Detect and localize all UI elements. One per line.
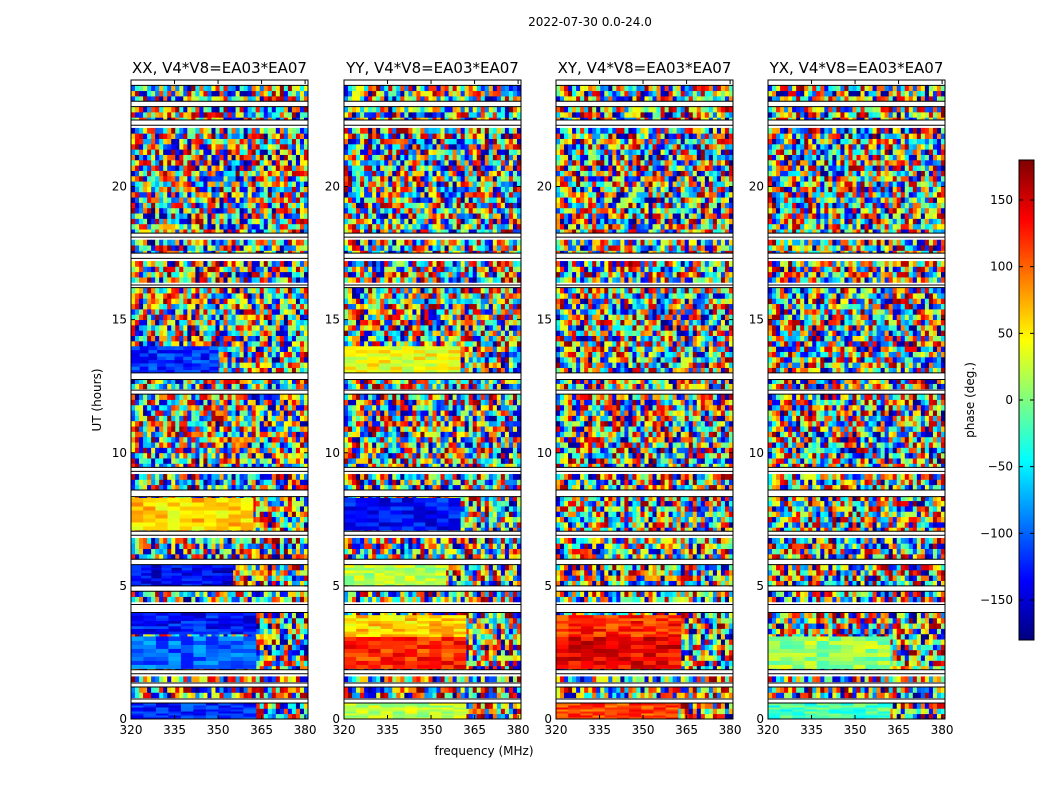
colorbar-label: phase (deg.): [963, 362, 977, 438]
x-tick-label: 380: [931, 723, 954, 737]
x-tick-label: 335: [163, 723, 186, 737]
x-tick-label: 380: [507, 723, 530, 737]
heatmap-image: [131, 80, 308, 719]
colorbar-tick-label: −150: [980, 593, 1013, 607]
panel-1: YY, V4*V8=EA03*EA07 320 335 350 365 380 0 5 10 15…: [325, 59, 530, 737]
colorbar-tick-label: 0: [1005, 393, 1013, 407]
x-tick-label: 365: [250, 723, 273, 737]
panel-2: XY, V4*V8=EA03*EA07 320 335 350 365 380 0 5 10 15…: [537, 59, 742, 737]
y-tick-label: 10: [749, 446, 764, 460]
x-tick-label: 365: [463, 723, 486, 737]
x-tick-label: 350: [420, 723, 443, 737]
x-tick-label: 320: [333, 723, 356, 737]
x-tick-label: 320: [120, 723, 143, 737]
y-tick-label: 10: [112, 446, 127, 460]
y-tick-label: 20: [749, 180, 764, 194]
panels: XX, V4*V8=EA03*EA07 320 335 350 365 380 0 5 10 15…: [112, 59, 954, 737]
y-tick-label: 10: [325, 446, 340, 460]
y-tick-label: 15: [112, 313, 127, 327]
y-tick-label: 5: [332, 579, 340, 593]
panel-frame: [130, 79, 309, 720]
panel-3: YX, V4*V8=EA03*EA07 320 335 350 365 380 0 5 10 15…: [749, 59, 954, 737]
figure-title: 2022-07-30 0.0-24.0: [528, 15, 652, 29]
y-tick-label: 15: [325, 313, 340, 327]
colorbar: −150 −100 −50 0 50 100 150: [980, 159, 1035, 641]
heatmap-image: [768, 80, 945, 719]
panel-frame: [555, 79, 734, 720]
panel-0: XX, V4*V8=EA03*EA07 320 335 350 365 380 0 5 10 15…: [112, 59, 317, 737]
heatmap-image: [344, 80, 521, 719]
y-tick-label: 0: [756, 712, 764, 726]
x-tick-label: 335: [588, 723, 611, 737]
y-axis-label: UT (hours): [90, 368, 104, 431]
colorbar-tick-label: 50: [998, 326, 1013, 340]
panel-title: XX, V4*V8=EA03*EA07: [132, 59, 307, 77]
x-tick-label: 320: [757, 723, 780, 737]
x-tick-label: 380: [294, 723, 317, 737]
panel-title: YX, V4*V8=EA03*EA07: [769, 59, 944, 77]
x-tick-label: 380: [719, 723, 742, 737]
x-tick-label: 350: [632, 723, 655, 737]
x-tick-label: 365: [675, 723, 698, 737]
y-tick-label: 20: [325, 180, 340, 194]
y-tick-label: 0: [119, 712, 127, 726]
panel-title: YY, V4*V8=EA03*EA07: [345, 59, 519, 77]
x-tick-label: 350: [207, 723, 230, 737]
y-tick-label: 5: [756, 579, 764, 593]
x-tick-label: 350: [844, 723, 867, 737]
y-tick-label: 0: [332, 712, 340, 726]
x-tick-label: 335: [376, 723, 399, 737]
colorbar-tick-label: 100: [990, 260, 1013, 274]
colorbar-tick-label: 150: [990, 193, 1013, 207]
y-tick-label: 0: [544, 712, 552, 726]
x-tick-label: 335: [800, 723, 823, 737]
panel-frame: [343, 79, 522, 720]
panel-frame: [767, 79, 946, 720]
heatmap-image: [556, 80, 733, 719]
x-tick-label: 365: [887, 723, 910, 737]
x-axis-label: frequency (MHz): [434, 744, 533, 758]
colorbar-tick-label: −50: [988, 460, 1013, 474]
y-tick-label: 20: [112, 180, 127, 194]
y-tick-label: 5: [119, 579, 127, 593]
y-tick-label: 15: [537, 313, 552, 327]
x-tick-label: 320: [545, 723, 568, 737]
colorbar-tick-label: −100: [980, 526, 1013, 540]
y-tick-label: 5: [544, 579, 552, 593]
panel-title: XY, V4*V8=EA03*EA07: [558, 59, 732, 77]
y-tick-label: 10: [537, 446, 552, 460]
y-tick-label: 15: [749, 313, 764, 327]
y-tick-label: 20: [537, 180, 552, 194]
